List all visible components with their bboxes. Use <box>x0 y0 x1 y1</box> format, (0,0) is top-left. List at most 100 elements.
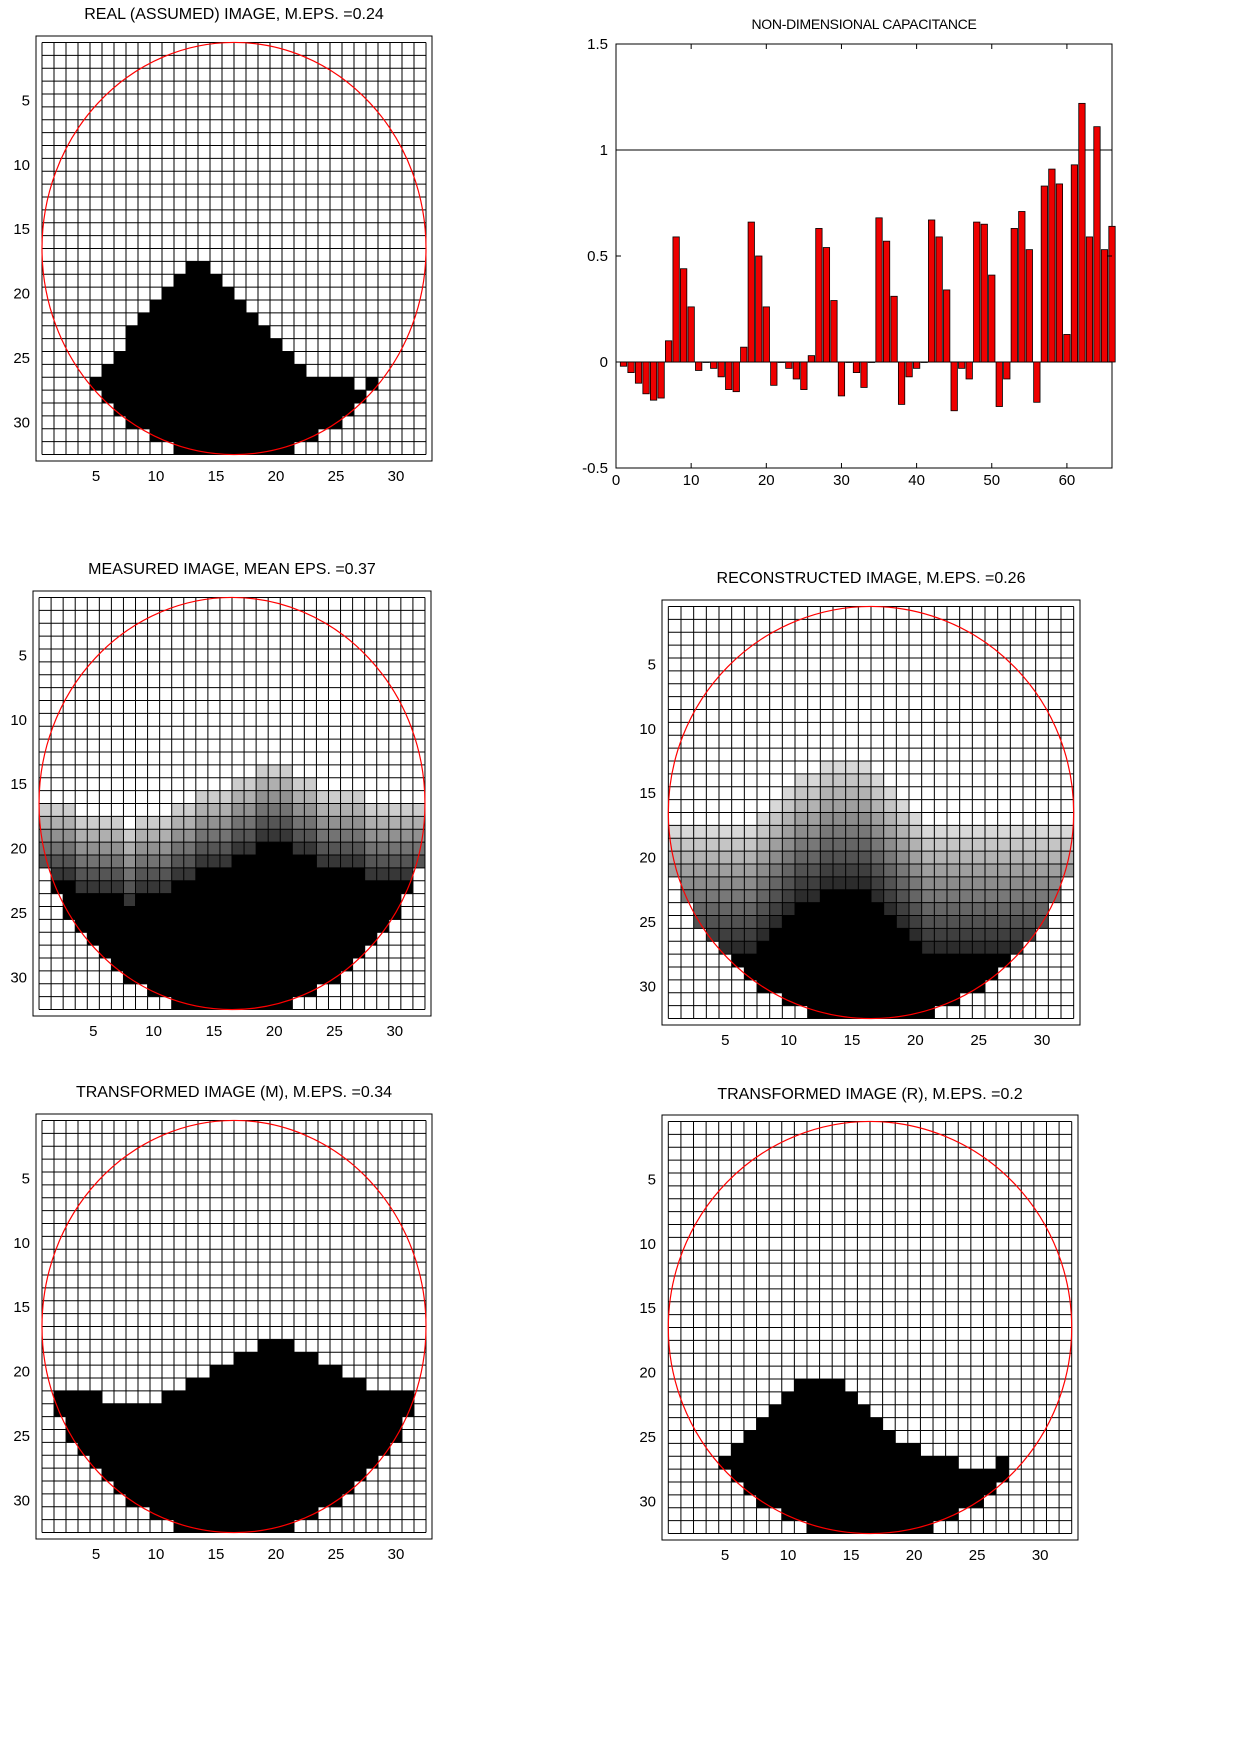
heatmap-cell <box>342 1442 355 1456</box>
heatmap-cell <box>731 825 745 839</box>
heatmap-cell <box>111 958 124 972</box>
heatmap-cell <box>820 1005 834 1019</box>
heatmap-cell <box>719 851 733 865</box>
heatmap-cell <box>681 864 695 878</box>
heatmap-cell <box>820 825 834 839</box>
heatmap-cell <box>210 1506 223 1521</box>
heatmap-cell <box>186 274 199 288</box>
heatmap-cell <box>114 1429 127 1443</box>
heatmap-cell <box>186 325 199 340</box>
heatmap-cell <box>195 816 209 830</box>
heatmap-cell <box>693 825 707 839</box>
heatmap-cell <box>896 902 910 916</box>
heatmap-cell <box>693 876 707 891</box>
heatmap-cell <box>909 1005 923 1019</box>
heatmap-cell <box>258 1365 271 1379</box>
heatmap-cell <box>147 893 161 907</box>
heatmap-cell <box>947 864 961 878</box>
heatmap-cell <box>352 816 366 830</box>
heatmap-cell <box>138 1442 151 1456</box>
heatmap-cell <box>769 928 783 942</box>
heatmap-cell <box>871 992 885 1007</box>
heatmap-cell <box>150 1416 163 1430</box>
heatmap-cell <box>207 919 221 933</box>
heatmap-cell <box>820 979 834 994</box>
heatmap-cell <box>270 1493 283 1508</box>
heatmap-cell <box>731 838 745 852</box>
x-tick-label: 15 <box>208 1546 225 1563</box>
heatmap-cell <box>947 941 961 955</box>
heatmap-cell <box>316 932 329 946</box>
heatmap-cell <box>246 415 259 430</box>
heatmap-cell <box>195 932 209 946</box>
heatmap-cell <box>114 1481 127 1495</box>
heatmap-cell <box>126 1481 139 1495</box>
y-tick-label: 20 <box>10 841 27 858</box>
heatmap-cell <box>246 377 259 391</box>
heatmap-cell <box>858 851 872 865</box>
heatmap-cell <box>871 967 885 981</box>
heatmap-cell <box>114 351 127 365</box>
x-tick-label: 20 <box>758 472 775 489</box>
heatmap-cell <box>234 1493 247 1508</box>
heatmap-cell <box>246 1442 259 1456</box>
heatmap-cell <box>871 902 885 916</box>
heatmap-cell <box>256 803 269 817</box>
heatmap-cell <box>292 855 305 869</box>
heatmap-cell <box>150 415 163 430</box>
heatmap-cell <box>1023 864 1037 878</box>
heatmap-cell <box>757 825 771 839</box>
heatmap-cell <box>268 790 281 804</box>
heatmap-cell <box>150 377 163 391</box>
heatmap-cell <box>268 893 281 907</box>
heatmap-cell <box>896 876 910 891</box>
heatmap-cell <box>719 941 733 955</box>
heatmap-cell <box>883 851 897 865</box>
heatmap-cell <box>909 864 923 878</box>
bar <box>777 361 785 363</box>
y-tick-label: 0 <box>600 354 608 371</box>
x-tick-label: 30 <box>386 1023 403 1040</box>
heatmap-cell <box>996 1469 1010 1483</box>
heatmap-cell <box>807 954 821 968</box>
heatmap-cell <box>896 954 910 968</box>
y-tick-label: 0.5 <box>587 248 608 265</box>
heatmap-cell <box>270 1390 283 1405</box>
heatmap-cell <box>731 954 745 968</box>
bar <box>702 361 710 363</box>
heatmap-cell <box>234 441 247 455</box>
heatmap-cell <box>174 428 187 443</box>
heatmap-cell <box>757 864 771 878</box>
heatmap-cell <box>819 1469 833 1483</box>
heatmap-cell <box>222 390 235 404</box>
heatmap-cell <box>126 351 139 365</box>
heatmap-cell <box>820 967 834 981</box>
bar <box>1025 249 1033 363</box>
heatmap-cell <box>845 941 859 955</box>
heatmap-cell <box>304 906 317 920</box>
axes-frame <box>35 35 433 462</box>
heatmap-cell <box>318 1468 331 1482</box>
heatmap-cell <box>135 932 148 946</box>
heatmap-cell <box>959 915 973 929</box>
heatmap-cell <box>364 867 378 882</box>
heatmap-cell <box>896 941 910 955</box>
heatmap-cell <box>159 842 173 856</box>
heatmap-cell <box>306 1442 319 1456</box>
heatmap-cell <box>222 403 235 417</box>
heatmap-cell <box>280 970 293 985</box>
heatmap-cell <box>123 945 136 959</box>
heatmap-cell <box>870 1456 884 1470</box>
heatmap-cell <box>234 390 247 404</box>
heatmap-cell <box>807 838 821 852</box>
heatmap-cell <box>354 1455 367 1469</box>
bar <box>1070 164 1079 363</box>
heatmap-cell <box>833 954 847 968</box>
heatmap-cell <box>895 1494 909 1509</box>
heatmap-cell <box>378 1429 391 1443</box>
heatmap-cell <box>870 1417 884 1431</box>
heatmap-cell <box>388 893 402 907</box>
heatmap-cell <box>985 838 999 852</box>
heatmap-cell <box>330 1429 343 1443</box>
heatmap-cell <box>114 1468 127 1482</box>
